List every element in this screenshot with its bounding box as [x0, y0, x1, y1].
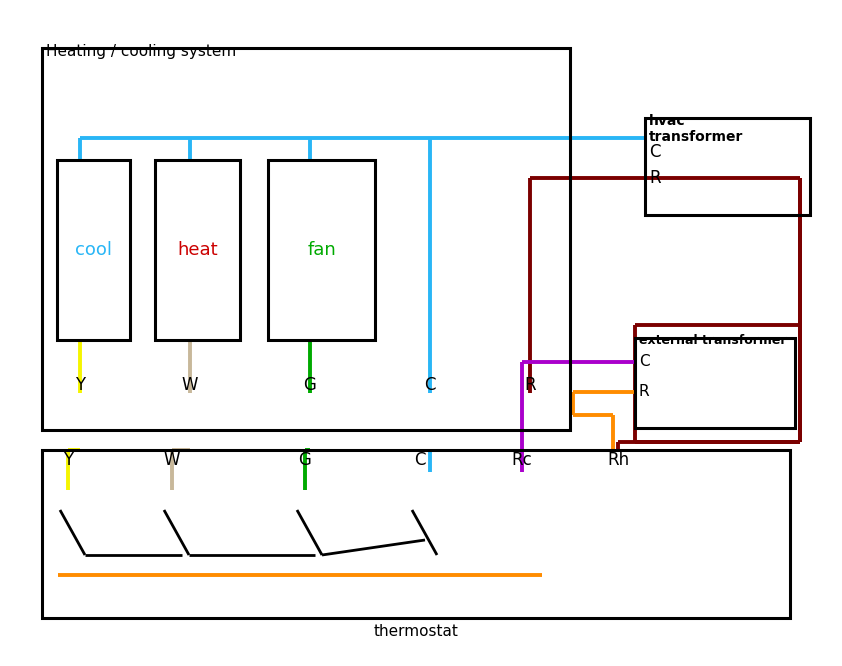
Text: R: R [639, 384, 650, 400]
Text: C: C [424, 376, 436, 394]
Text: Rh: Rh [607, 451, 629, 469]
Text: C: C [639, 354, 650, 370]
Bar [155, 160, 240, 340]
Bar [635, 338, 795, 428]
Text: Heating / cooling system: Heating / cooling system [46, 44, 237, 59]
Text: fan: fan [307, 241, 336, 259]
Text: Y: Y [75, 376, 85, 394]
Bar [57, 160, 130, 340]
Text: external transformer: external transformer [639, 334, 786, 347]
Bar [645, 118, 810, 215]
Text: hvac
transformer: hvac transformer [649, 114, 743, 145]
Text: R: R [649, 169, 661, 187]
Text: heat: heat [177, 241, 218, 259]
Text: Y: Y [63, 451, 73, 469]
Bar [42, 450, 790, 618]
Text: R: R [525, 376, 536, 394]
Text: thermostat: thermostat [374, 624, 458, 639]
Text: G: G [299, 451, 312, 469]
Text: G: G [304, 376, 317, 394]
Text: W: W [182, 376, 198, 394]
Bar [42, 48, 570, 430]
Bar [268, 160, 375, 340]
Text: C: C [414, 451, 426, 469]
Text: C: C [649, 143, 660, 161]
Text: Rc: Rc [512, 451, 532, 469]
Text: cool: cool [75, 241, 112, 259]
Text: W: W [163, 451, 180, 469]
